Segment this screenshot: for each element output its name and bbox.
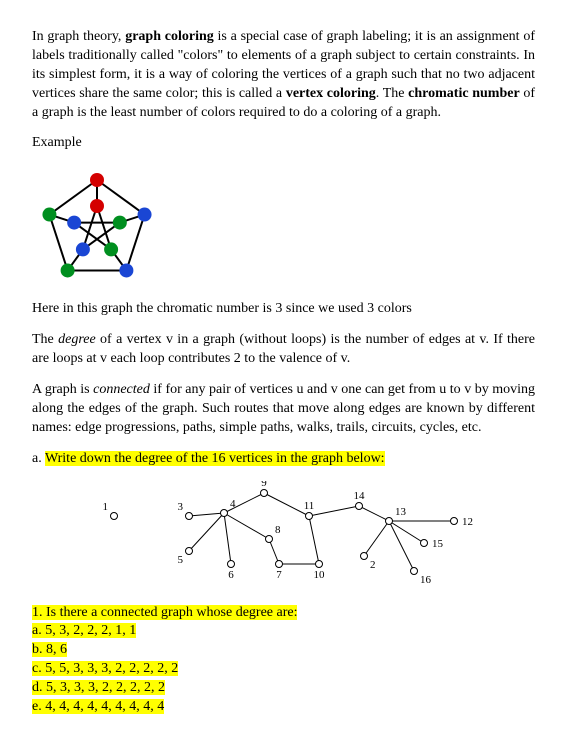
question-a: a. Write down the degree of the 16 verti… [32, 450, 535, 469]
svg-text:6: 6 [228, 569, 234, 581]
svg-text:8: 8 [275, 524, 281, 536]
intro-text: In graph theory, [32, 29, 125, 44]
svg-text:16: 16 [420, 574, 432, 586]
svg-text:2: 2 [370, 559, 376, 571]
degree-definition: The degree of a vertex v in a graph (wit… [32, 331, 535, 369]
connected-definition: A graph is connected if for any pair of … [32, 381, 535, 438]
pentagon-graph [32, 165, 162, 290]
q1-opt-e: e. 4, 4, 4, 4, 4, 4, 4, 4, 4 [32, 699, 164, 714]
svg-text:10: 10 [313, 569, 325, 581]
svg-text:9: 9 [261, 481, 267, 489]
q1-opt-d: d. 5, 3, 3, 3, 2, 2, 2, 2, 2 [32, 680, 165, 695]
svg-text:12: 12 [462, 516, 473, 528]
svg-text:5: 5 [177, 554, 183, 566]
svg-text:1: 1 [102, 501, 108, 513]
svg-text:13: 13 [395, 506, 407, 518]
bold-vertex-coloring: vertex coloring [286, 86, 376, 101]
intro-paragraph: In graph theory, graph coloring is a spe… [32, 28, 535, 122]
svg-text:4: 4 [230, 498, 236, 510]
bold-graph-coloring: graph coloring [125, 29, 214, 44]
svg-text:7: 7 [276, 569, 282, 581]
qa-prefix: a. [32, 451, 45, 466]
bold-chromatic-number: chromatic number [408, 86, 520, 101]
q1-opt-a: a. 5, 3, 2, 2, 2, 1, 1 [32, 623, 136, 638]
intro-text: . The [376, 86, 408, 101]
svg-text:11: 11 [303, 500, 314, 512]
chromatic-statement: Here in this graph the chromatic number … [32, 300, 535, 319]
svg-text:3: 3 [177, 501, 183, 513]
qa-highlight: Write down the degree of the 16 vertices… [45, 451, 385, 466]
question-1-block: 1. Is there a connected graph whose degr… [32, 604, 535, 717]
degree-graph: 13495687111014132121516 [84, 481, 484, 586]
italic-degree: degree [58, 332, 96, 347]
text: of a vertex v in a graph (without loops)… [32, 332, 535, 366]
q1-line: 1. Is there a connected graph whose degr… [32, 605, 297, 620]
text: The [32, 332, 58, 347]
q1-opt-b: b. 8, 6 [32, 642, 67, 657]
svg-text:14: 14 [353, 490, 365, 502]
text: A graph is [32, 382, 93, 397]
italic-connected: connected [93, 382, 150, 397]
svg-text:15: 15 [432, 538, 444, 550]
example-heading: Example [32, 134, 535, 153]
q1-opt-c: c. 5, 5, 3, 3, 3, 2, 2, 2, 2, 2 [32, 661, 178, 676]
